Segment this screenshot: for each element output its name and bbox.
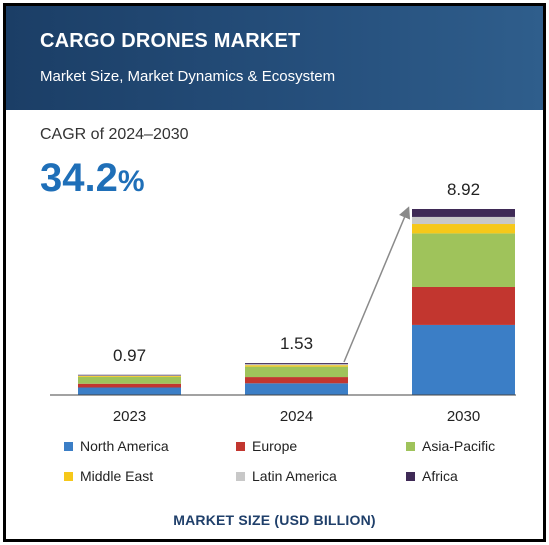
bar-stacks bbox=[78, 209, 515, 395]
bar-segment-2024-asia-pacific bbox=[245, 366, 348, 378]
bar-segment-2023-north-america bbox=[78, 387, 181, 395]
legend-label: Asia-Pacific bbox=[422, 438, 496, 454]
legend-label: Latin America bbox=[252, 468, 337, 484]
bar-segment-2023-middle-east bbox=[78, 376, 181, 377]
bar-segment-2023-africa bbox=[78, 374, 181, 376]
legend-label: Europe bbox=[252, 438, 298, 454]
bar-segment-2024-europe bbox=[245, 377, 348, 384]
x-tick-label-2030: 2030 bbox=[447, 408, 480, 425]
bar-segment-2023-europe bbox=[78, 383, 181, 388]
legend-swatch bbox=[236, 441, 245, 451]
bar-segment-2030-latin-america bbox=[412, 216, 515, 225]
infographic-frame: CARGO DRONES MARKET Market Size, Market … bbox=[3, 3, 546, 542]
bar-segment-2030-asia-pacific bbox=[412, 233, 515, 287]
legend-item-asia-pacific: Asia-Pacific bbox=[406, 438, 495, 454]
x-tick-labels: 2023 2024 2030 bbox=[113, 408, 480, 425]
legend-item-north-america: North America bbox=[64, 438, 169, 454]
legend-label: North America bbox=[80, 438, 169, 454]
cagr-label: CAGR of 2024–2030 bbox=[40, 126, 189, 143]
cagr-number: 34.2 bbox=[40, 156, 118, 200]
bar-segment-2024-africa bbox=[245, 363, 348, 365]
bar-segment-2030-europe bbox=[412, 286, 515, 325]
header-banner: CARGO DRONES MARKET Market Size, Market … bbox=[6, 6, 543, 110]
growth-arrow bbox=[343, 206, 411, 363]
legend-item-africa: Africa bbox=[406, 468, 458, 484]
cagr-unit: % bbox=[117, 165, 145, 198]
legend-swatch bbox=[406, 471, 415, 481]
page-title: CARGO DRONES MARKET bbox=[40, 30, 301, 52]
total-labels: 0.97 1.53 8.92 bbox=[113, 180, 480, 365]
bar-segment-2030-north-america bbox=[412, 324, 515, 395]
chart-footer-title: MARKET SIZE (USD BILLION) bbox=[173, 512, 376, 528]
total-label-2023: 0.97 bbox=[113, 346, 146, 365]
legend-swatch bbox=[64, 471, 73, 481]
legend-item-europe: Europe bbox=[236, 438, 297, 454]
page-subtitle: Market Size, Market Dynamics & Ecosystem bbox=[40, 68, 336, 85]
legend-label: Africa bbox=[422, 468, 458, 484]
bar-segment-2030-africa bbox=[412, 209, 515, 217]
legend-item-middle-east: Middle East bbox=[64, 468, 153, 484]
bar-segment-2030-middle-east bbox=[412, 224, 515, 234]
legend-item-latin-america: Latin America bbox=[236, 468, 337, 484]
legend-label: Middle East bbox=[80, 468, 154, 484]
total-label-2024: 1.53 bbox=[280, 334, 313, 353]
bar-segment-2023-asia-pacific bbox=[78, 376, 181, 384]
bar-segment-2023-latin-america bbox=[78, 375, 181, 377]
cagr-value: 34.2% bbox=[40, 156, 145, 201]
x-tick-label-2024: 2024 bbox=[280, 408, 313, 425]
x-tick-label-2023: 2023 bbox=[113, 408, 146, 425]
legend-swatch bbox=[406, 441, 415, 451]
market-size-chart: 2023 2024 2030 0.97 1.53 8.92 bbox=[50, 180, 516, 425]
legend-swatch bbox=[236, 471, 245, 481]
bar-segment-2024-middle-east bbox=[245, 365, 348, 367]
legend-swatch bbox=[64, 441, 73, 451]
bar-segment-2024-north-america bbox=[245, 383, 348, 395]
total-label-2030: 8.92 bbox=[447, 180, 480, 199]
bar-segment-2024-latin-america bbox=[245, 364, 348, 366]
